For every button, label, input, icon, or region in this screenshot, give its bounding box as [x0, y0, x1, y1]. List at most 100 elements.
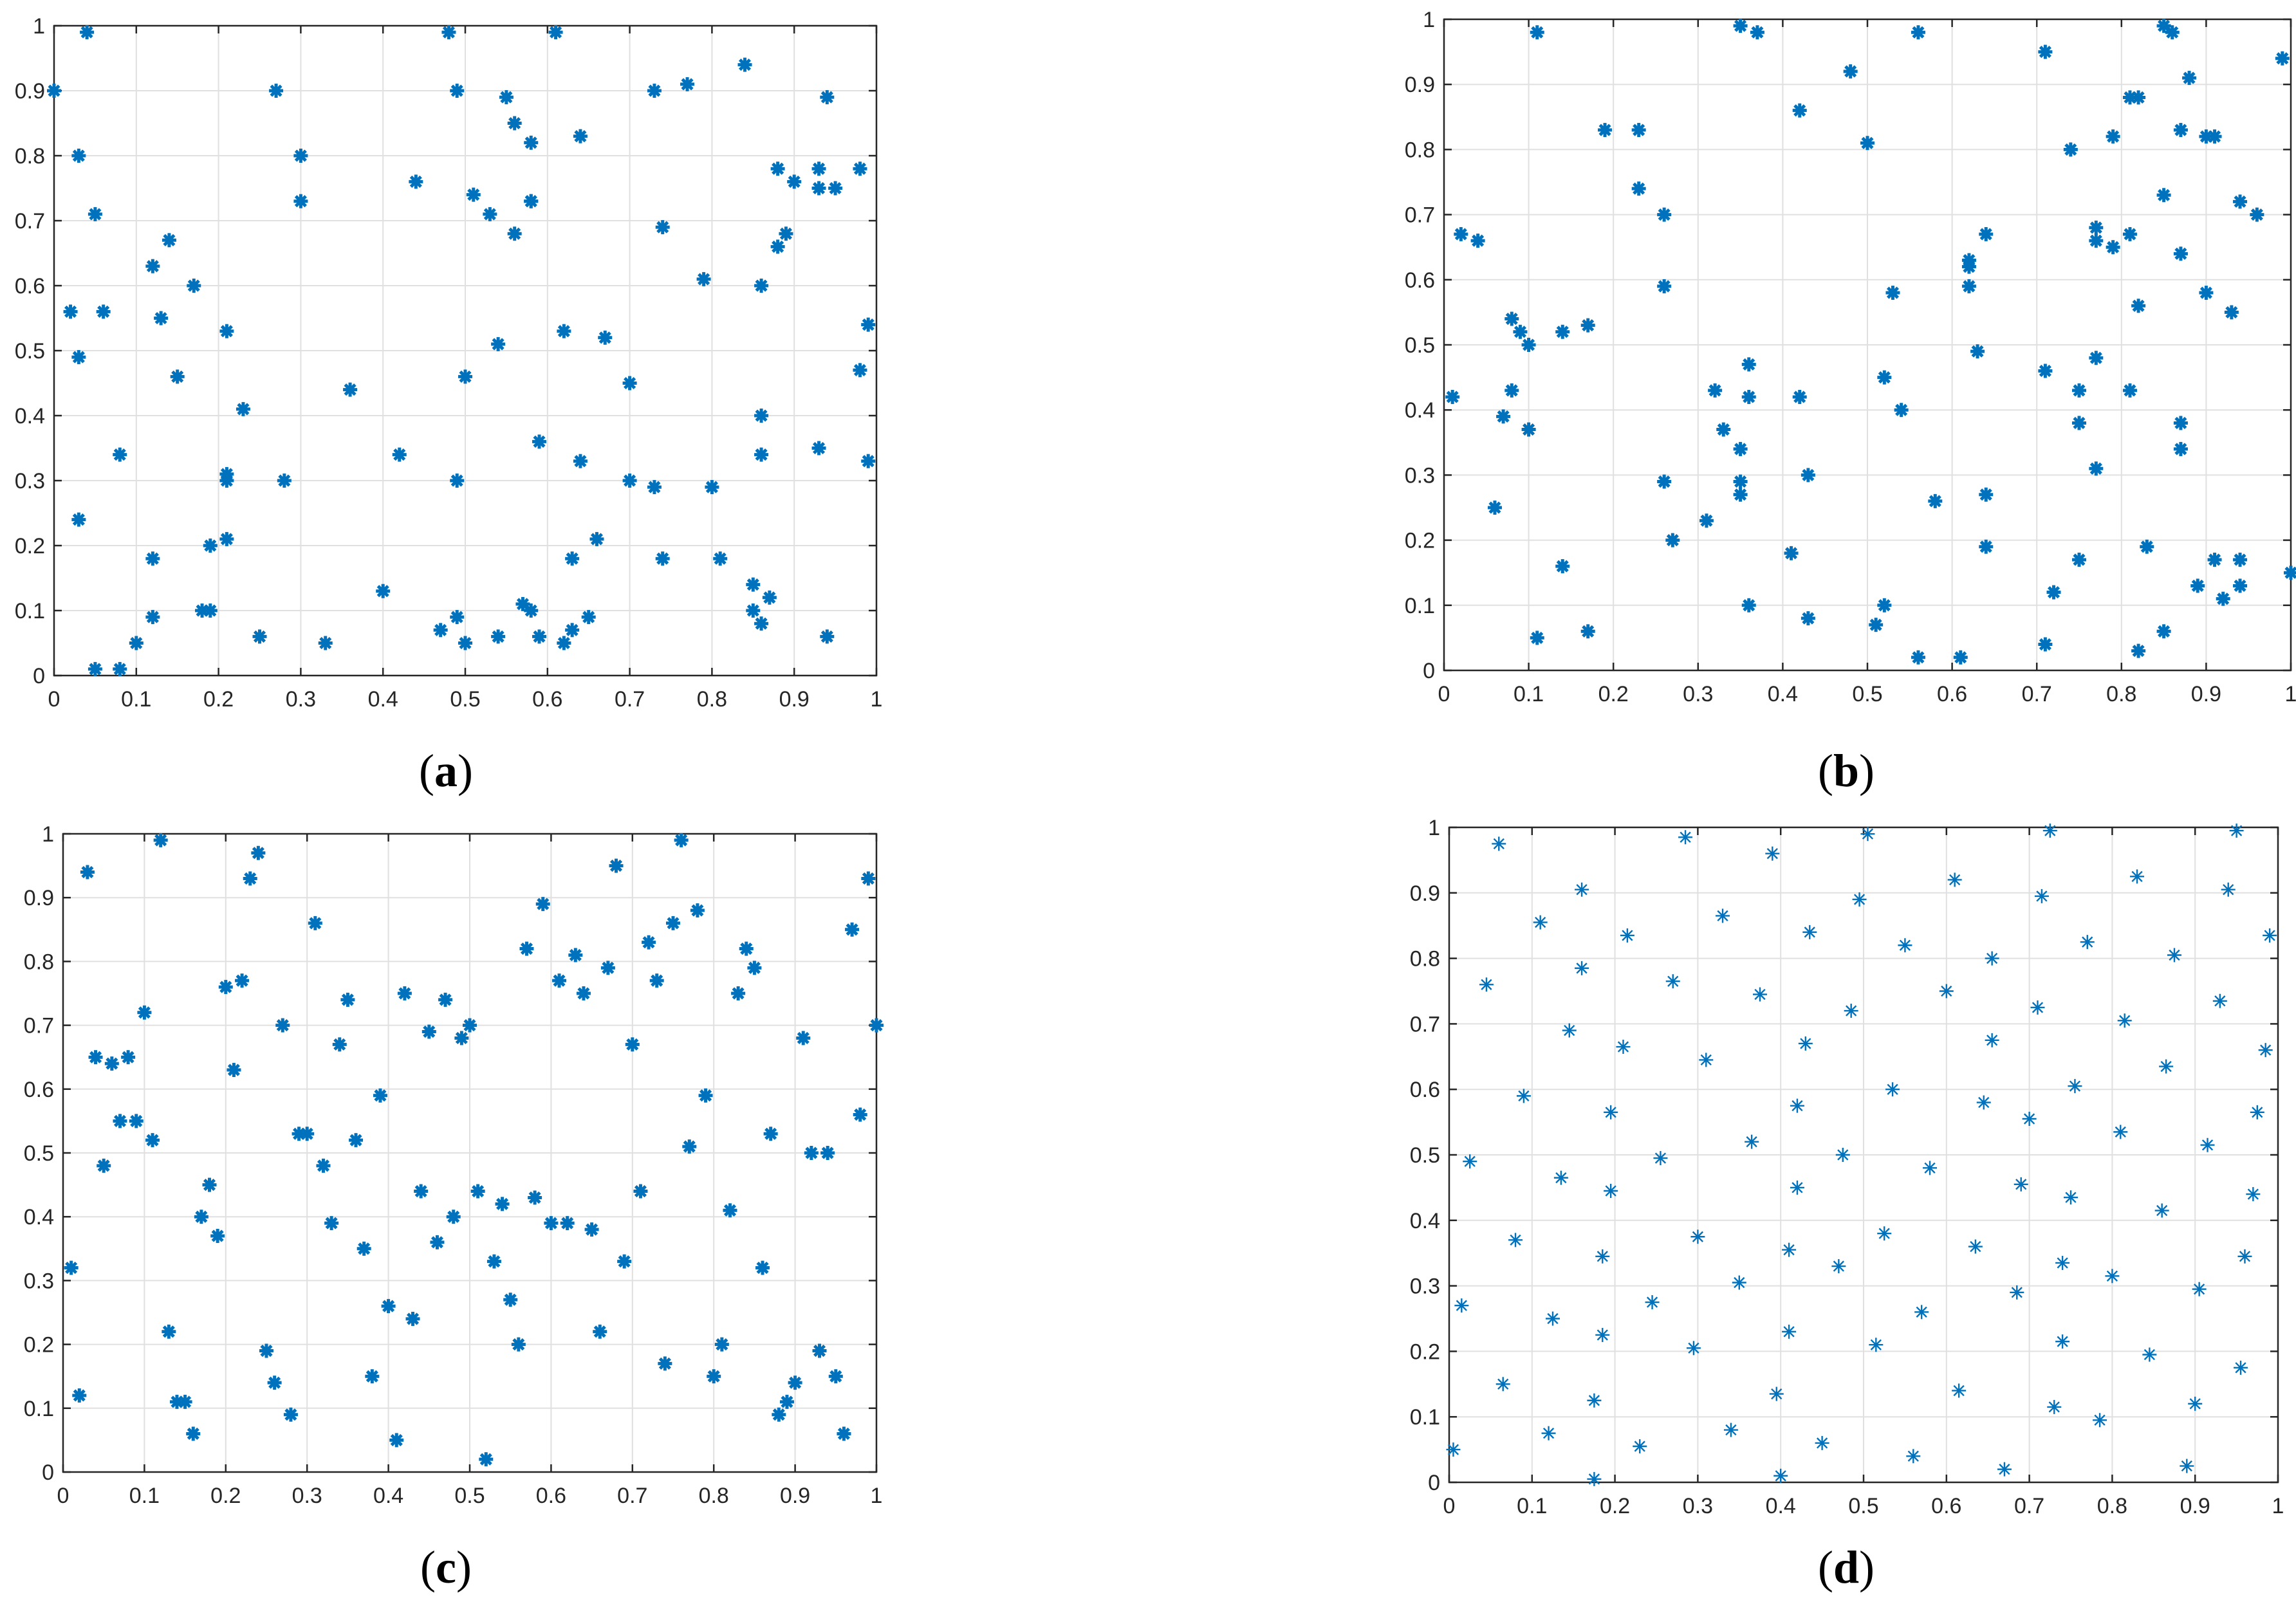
- data-point: [1976, 1095, 1991, 1110]
- data-point: [450, 610, 465, 625]
- caption-d: (d): [1818, 1542, 1875, 1593]
- data-point: [552, 973, 567, 988]
- data-point: [1869, 618, 1884, 632]
- data-point: [762, 590, 777, 605]
- data-point: [466, 187, 481, 202]
- y-tick-label: 0.5: [1410, 1143, 1440, 1168]
- y-tick-label: 0.9: [15, 79, 45, 104]
- data-point: [581, 610, 596, 625]
- data-point: [519, 941, 534, 956]
- y-tick-label: 0.4: [24, 1205, 54, 1229]
- data-point: [779, 1394, 794, 1409]
- data-point: [308, 916, 322, 930]
- data-point: [2038, 364, 2053, 378]
- data-point: [64, 1260, 79, 1275]
- data-point: [1885, 286, 1900, 300]
- y-tick-label: 0.3: [1405, 463, 1435, 488]
- data-point: [2188, 1396, 2203, 1411]
- data-point: [1798, 1036, 1813, 1051]
- data-point: [113, 1114, 127, 1128]
- data-point: [535, 897, 550, 912]
- x-tick-label: 0.9: [2191, 682, 2221, 706]
- data-point: [507, 226, 522, 241]
- data-point: [2221, 882, 2236, 897]
- data-point: [1844, 1004, 1858, 1018]
- series-points: [1446, 824, 2277, 1486]
- data-point: [2093, 1413, 2107, 1428]
- y-tick-label: 0: [42, 1460, 54, 1485]
- data-point: [2156, 624, 2171, 639]
- data-point: [203, 539, 218, 553]
- y-tick-label: 0.5: [1405, 333, 1435, 358]
- data-point: [2250, 207, 2264, 222]
- plot-area-d: 0 0.1 0.2 0.3 0.4 0.5 0.6 0.7 0.8 0.9 1 0 0.1 0.2 0.3 0…: [1410, 816, 2284, 1518]
- data-point: [318, 636, 333, 650]
- data-point: [1843, 64, 1858, 78]
- data-point: [1553, 1170, 1568, 1185]
- data-point: [1802, 925, 1817, 939]
- data-point: [1699, 513, 1714, 528]
- x-tick-label: 0.3: [286, 687, 316, 712]
- data-point: [113, 661, 127, 676]
- data-point: [557, 324, 571, 338]
- data-point: [414, 1184, 429, 1199]
- data-point: [2233, 194, 2248, 209]
- data-point: [1575, 882, 1589, 897]
- data-point: [219, 531, 234, 546]
- data-point: [1765, 846, 1780, 861]
- data-point: [1492, 836, 1506, 851]
- data-point: [178, 1394, 192, 1409]
- data-point: [63, 304, 78, 319]
- y-tick-label: 0.8: [15, 144, 45, 169]
- data-point: [2156, 188, 2171, 203]
- data-point: [491, 629, 506, 644]
- data-point: [754, 409, 769, 423]
- data-point: [576, 986, 591, 1000]
- data-point: [1699, 1053, 1714, 1067]
- data-point: [2034, 888, 2049, 903]
- x-tick-label: 0.1: [129, 1484, 160, 1508]
- ticks: 0 0.1 0.2 0.3 0.4 0.5 0.6 0.7 0.8 0.9 1 0 0.1 0.2 0.3 0…: [1405, 8, 2296, 706]
- data-point: [236, 401, 250, 416]
- series-points: [1445, 19, 2296, 665]
- data-point: [1801, 611, 1815, 626]
- data-point: [1657, 279, 1672, 293]
- caption-letter: d: [1833, 1542, 1859, 1593]
- data-point: [1815, 1435, 1829, 1450]
- y-tick-label: 0.6: [1405, 268, 1435, 293]
- data-point: [1708, 383, 1723, 398]
- data-point: [779, 226, 793, 241]
- data-point: [2154, 1203, 2169, 1218]
- data-point: [2113, 1125, 2128, 1139]
- data-point: [2047, 1399, 2062, 1414]
- caption-b: (b): [1818, 745, 1875, 796]
- data-point: [1860, 136, 1875, 151]
- x-tick-label: 0: [1438, 682, 1450, 706]
- y-tick-label: 0.9: [1410, 881, 1440, 906]
- data-point: [1530, 631, 1544, 645]
- caption-open-paren: (: [419, 745, 434, 796]
- data-point: [71, 149, 86, 163]
- data-point: [1454, 226, 1468, 241]
- data-point: [80, 25, 95, 40]
- data-point: [186, 1426, 201, 1441]
- data-point: [438, 992, 453, 1007]
- y-tick-label: 0.4: [15, 404, 45, 428]
- data-point: [1750, 25, 1764, 40]
- data-point: [1869, 1338, 1884, 1352]
- data-point: [486, 1254, 501, 1269]
- data-point: [696, 272, 711, 286]
- data-point: [1877, 598, 1892, 612]
- data-point: [1521, 338, 1536, 352]
- data-point: [2131, 90, 2146, 105]
- data-point: [1657, 474, 1672, 489]
- data-point: [203, 603, 218, 618]
- x-tick-label: 1: [2285, 682, 2296, 706]
- data-point: [565, 551, 580, 566]
- x-tick-label: 0.5: [454, 1484, 485, 1508]
- data-point: [219, 324, 234, 338]
- data-point: [666, 916, 680, 930]
- data-point: [811, 441, 826, 456]
- data-point: [1773, 1468, 1788, 1483]
- data-point: [573, 454, 588, 468]
